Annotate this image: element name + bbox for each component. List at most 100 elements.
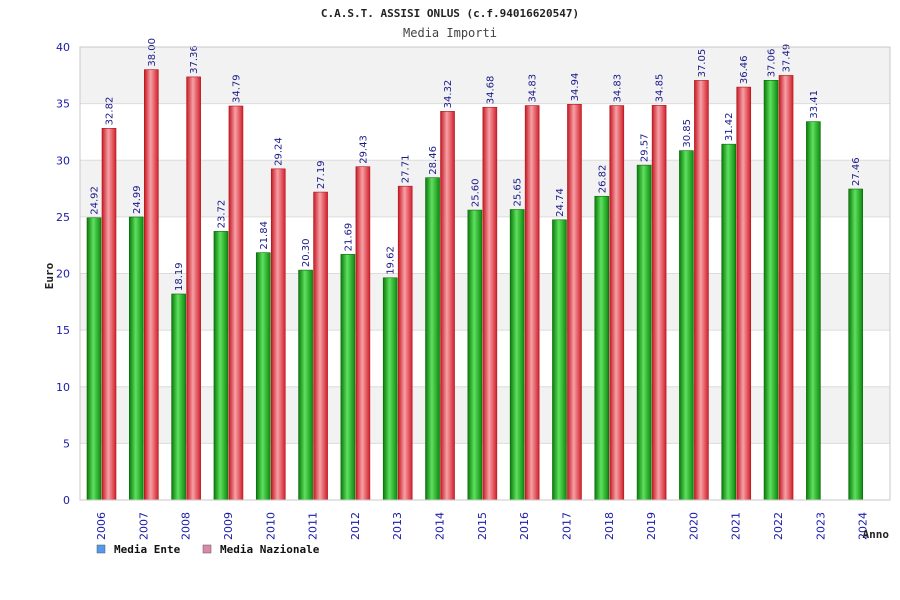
bar-media-ente [721,143,737,501]
x-tick-label: 2023 [814,512,827,540]
bar-value-label: 34.32 [443,80,454,109]
bar-value-label: 31.42 [724,113,735,142]
chart-subtitle: Media Importi [403,26,497,40]
bar-value-label: 37.49 [782,44,793,73]
bar-value-label: 21.84 [259,221,270,250]
bar-media-ente [171,293,186,501]
bar-value-label: 33.41 [809,90,820,119]
bar-media-nazionale [101,128,117,501]
bar-value-label: 34.94 [570,73,581,102]
x-tick-label: 2019 [645,512,658,540]
bar-media-ente [848,188,863,501]
x-tick-label: 2022 [772,512,785,540]
bar-value-label: 24.99 [132,185,143,214]
y-ticks: 0 5 10 15 20 25 30 35 40 [56,41,70,507]
bar-media-nazionale [651,105,667,501]
y-tick-label: 0 [63,494,70,507]
y-tick-label: 25 [56,211,70,224]
bar-value-label: 32.82 [105,97,116,126]
y-axis-label: Euro [43,262,56,289]
bar-media-ente [382,277,398,501]
bar-media-ente [129,216,144,501]
bar-value-label: 24.92 [90,186,101,215]
bar-value-label: 34.68 [485,76,496,105]
bar-media-nazionale [524,105,540,501]
x-axis-label: Anno [863,528,890,541]
y-tick-label: 5 [63,437,70,450]
bar-value-label: 26.82 [597,165,608,194]
x-tick-label: 2008 [180,512,193,540]
x-ticks: 2006 2007 2008 2009 2010 2011 2012 2013 2014 2015… [95,512,870,540]
bar-value-label: 37.36 [189,45,200,74]
x-tick-label: 2018 [603,512,616,540]
y-tick-label: 15 [56,324,70,337]
y-tick-label: 10 [56,381,70,394]
bar-value-label: 21.69 [343,223,354,252]
bar-media-ente [679,150,694,501]
bar-value-label: 34.79 [231,74,242,103]
bars: 24.92 32.82 24.99 38.00 18.19 37.36 23.72 34.79… [86,38,863,501]
bar-media-nazionale [144,69,159,501]
bar-media-nazionale [228,105,244,501]
legend-swatch-media-nazionale [202,544,212,554]
bar-media-ente [255,252,271,501]
bar-media-ente [763,79,779,501]
bar-media-ente [86,217,102,501]
bar-value-label: 28.46 [428,146,439,175]
bar-media-nazionale [609,105,625,501]
bar-media-nazionale [567,104,582,501]
bar-value-label: 29.43 [358,135,369,164]
legend: Media Ente Media Nazionale [96,543,320,556]
x-tick-label: 2009 [222,512,235,540]
x-tick-label: 2014 [434,512,447,540]
bar-value-label: 24.74 [555,188,566,217]
x-tick-label: 2012 [349,512,362,540]
bar-media-nazionale [694,80,709,501]
bar-value-label: 20.30 [301,238,312,267]
bar-value-label: 29.24 [274,137,285,166]
bar-media-ente [467,209,483,501]
y-tick-label: 35 [56,98,70,111]
x-tick-label: 2010 [264,512,277,540]
bar-value-label: 30.85 [682,119,693,148]
x-tick-label: 2016 [518,512,531,540]
bar-media-ente [298,269,313,501]
bar-value-label: 34.83 [528,74,539,103]
bar-media-nazionale [397,185,413,501]
bar-value-label: 27.71 [401,155,412,184]
x-tick-label: 2011 [307,512,320,540]
x-tick-label: 2021 [730,512,743,540]
legend-label-media-ente: Media Ente [114,543,181,556]
bar-value-label: 29.57 [640,133,651,162]
bar-value-label: 23.72 [216,200,227,229]
chart-title: C.A.S.T. ASSISI ONLUS (c.f.94016620547) [321,7,579,20]
x-tick-label: 2013 [391,512,404,540]
bar-media-nazionale [440,111,455,501]
bar-media-ente [636,164,652,501]
plot-frame [79,46,891,501]
bar-media-ente [425,177,440,501]
bar-media-ente [509,209,525,501]
bar-value-label: 19.62 [386,246,397,275]
bar-media-nazionale [355,166,371,501]
legend-swatch-media-ente [96,544,106,554]
x-tick-label: 2007 [137,512,150,540]
bar-value-label: 34.83 [612,74,623,103]
bar-media-ente [594,195,610,501]
bar-value-label: 27.46 [851,157,862,186]
y-tick-label: 20 [56,268,70,281]
y-tick-label: 40 [56,41,70,54]
x-tick-label: 2017 [560,512,573,540]
bar-value-label: 38.00 [147,38,158,67]
x-tick-label: 2020 [687,512,700,540]
bar-value-label: 25.65 [513,178,524,207]
bar-media-nazionale [313,191,328,501]
bar-value-label: 25.60 [470,178,481,207]
bar-media-ente [213,231,229,501]
bar-media-ente [340,254,356,501]
bar-value-label: 27.19 [316,160,327,189]
bar-value-label: 37.06 [767,49,778,78]
bar-media-nazionale [270,168,286,501]
bar-media-ente [552,219,567,501]
